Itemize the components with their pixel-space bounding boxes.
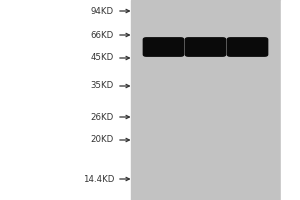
Text: 14.4KD: 14.4KD	[82, 174, 114, 184]
Text: 35KD: 35KD	[91, 81, 114, 90]
Bar	[280, 0, 300, 200]
Text: 45KD: 45KD	[91, 53, 114, 62]
Text: 20KD: 20KD	[91, 136, 114, 144]
Bar	[130, 0, 280, 200]
FancyBboxPatch shape	[185, 37, 226, 57]
Bar	[0, 0, 130, 200]
FancyBboxPatch shape	[227, 37, 268, 57]
Text: 26KD: 26KD	[91, 112, 114, 121]
FancyBboxPatch shape	[143, 37, 184, 57]
Text: 66KD: 66KD	[91, 30, 114, 40]
Text: 94KD: 94KD	[91, 6, 114, 16]
